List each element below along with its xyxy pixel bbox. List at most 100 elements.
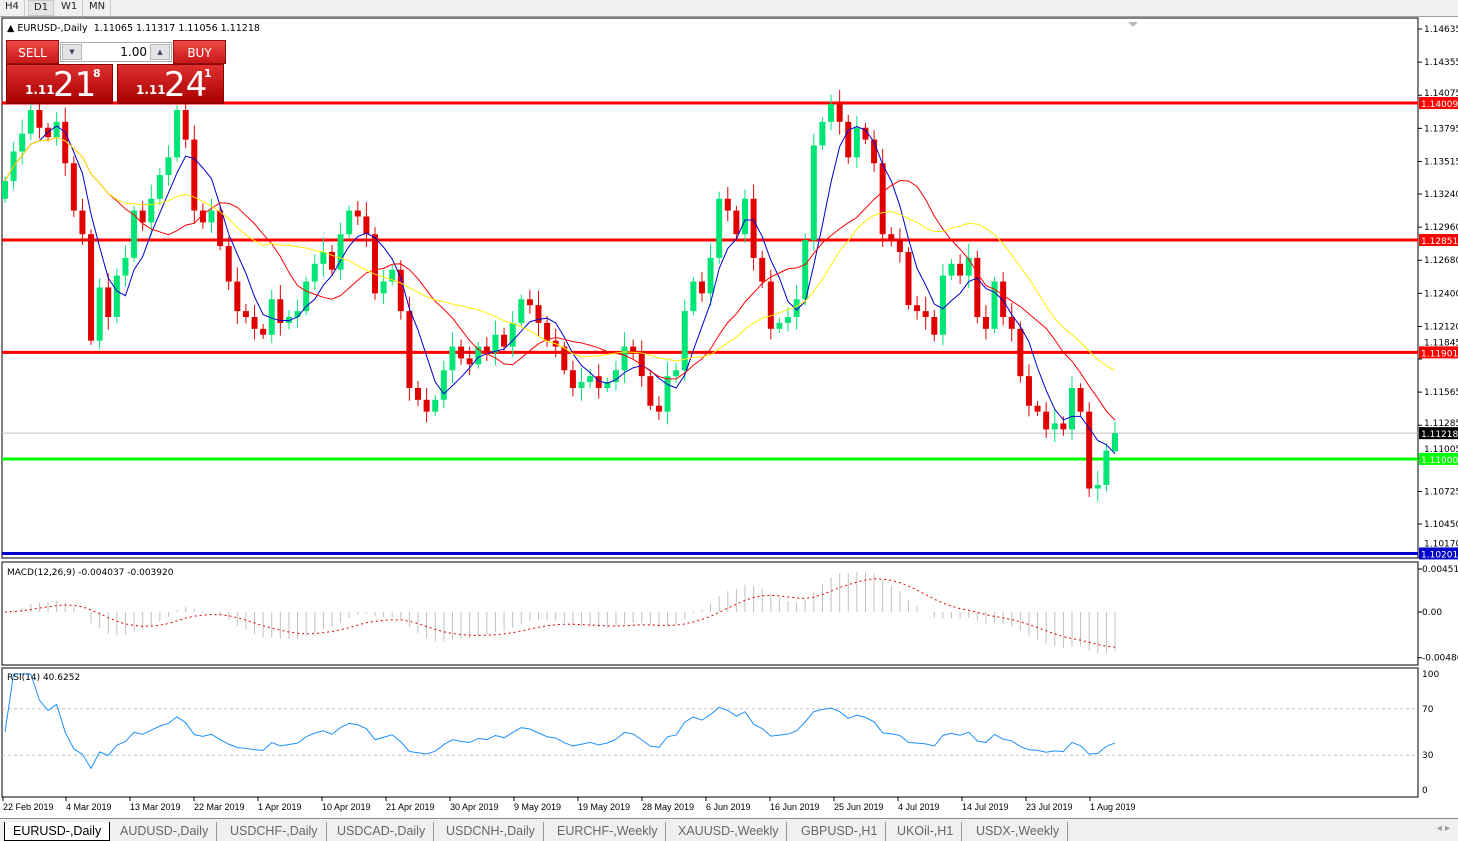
candle-body[interactable] [845, 121, 852, 158]
candle-body[interactable] [199, 210, 206, 223]
candle-body[interactable] [595, 376, 602, 388]
tab-usdchf-daily[interactable]: USDCHF-,Daily [222, 822, 327, 841]
candle-body[interactable] [19, 133, 26, 152]
tab-usdcnh-daily[interactable]: USDCNH-,Daily [438, 822, 544, 841]
candle-body[interactable] [905, 251, 912, 306]
candle-body[interactable] [888, 234, 895, 241]
candle-body[interactable] [277, 299, 284, 323]
candle-body[interactable] [819, 121, 826, 146]
candle-body[interactable] [1043, 411, 1050, 430]
candle-body[interactable] [561, 346, 568, 371]
tab-audusd-daily[interactable]: AUDUSD-,Daily [112, 822, 218, 841]
chart-shift-marker-icon[interactable] [1128, 22, 1138, 27]
candle-body[interactable] [53, 121, 60, 138]
candle-body[interactable] [415, 387, 422, 400]
candle-body[interactable] [1017, 328, 1024, 377]
candle-body[interactable] [70, 163, 77, 211]
candle-body[interactable] [922, 311, 929, 318]
candle-body[interactable] [647, 376, 654, 406]
candle-body[interactable] [896, 240, 903, 252]
tab-usdcad-daily[interactable]: USDCAD-,Daily [329, 822, 435, 841]
candle-body[interactable] [707, 257, 714, 294]
candle-body[interactable] [802, 240, 809, 300]
candle-body[interactable] [664, 376, 671, 412]
candle-body[interactable] [526, 299, 533, 306]
candle-body[interactable] [578, 382, 585, 388]
candle-body[interactable] [698, 281, 705, 294]
candle-body[interactable] [501, 334, 508, 347]
candle-body[interactable] [1008, 317, 1015, 329]
candle-body[interactable] [1103, 450, 1110, 485]
candle-body[interactable] [1094, 484, 1101, 489]
candle-body[interactable] [406, 311, 413, 388]
candle-body[interactable] [105, 287, 112, 318]
candle-body[interactable] [759, 257, 766, 282]
timeframe-w1[interactable]: W1 [56, 0, 84, 16]
candle-body[interactable] [234, 281, 241, 312]
candle-body[interactable] [1025, 376, 1032, 406]
candle-body[interactable] [733, 210, 740, 235]
candle-body[interactable] [354, 210, 361, 217]
candle-body[interactable] [785, 317, 792, 323]
candle-body[interactable] [139, 210, 146, 223]
tab-xauusd-weekly[interactable]: XAUUSD-,Weekly [670, 822, 788, 841]
candle-body[interactable] [810, 145, 817, 241]
candle-body[interactable] [544, 322, 551, 341]
lot-size-input[interactable]: ▼ 1.00 ▲ [60, 42, 172, 62]
candle-body[interactable] [363, 216, 370, 235]
candle-body[interactable] [871, 139, 878, 164]
candle-body[interactable] [440, 370, 447, 400]
candle-body[interactable] [96, 287, 103, 341]
candle-body[interactable] [974, 257, 981, 318]
candle-body[interactable] [122, 257, 129, 276]
candle-body[interactable] [432, 399, 439, 412]
candle-body[interactable] [1086, 411, 1093, 489]
candle-body[interactable] [535, 305, 542, 323]
candle-body[interactable] [630, 346, 637, 353]
candle-body[interactable] [604, 382, 611, 388]
candle-body[interactable] [569, 370, 576, 388]
candle-body[interactable] [182, 110, 189, 140]
candle-body[interactable] [793, 299, 800, 318]
candle-body[interactable] [1051, 423, 1058, 430]
candle-body[interactable] [621, 346, 628, 371]
candle-body[interactable] [587, 376, 594, 383]
candle-body[interactable] [397, 269, 404, 312]
candle-body[interactable] [879, 163, 886, 235]
candle-body[interactable] [328, 251, 335, 270]
buy-button[interactable]: BUY [173, 40, 226, 64]
candle-body[interactable] [828, 104, 835, 122]
candle-body[interactable] [389, 269, 396, 282]
candle-body[interactable] [982, 317, 989, 329]
tab-eurusd-daily[interactable]: EURUSD-,Daily [4, 822, 111, 841]
candle-body[interactable] [776, 322, 783, 329]
candle-body[interactable] [62, 121, 69, 164]
timeframe-mn[interactable]: MN [84, 0, 112, 16]
candle-body[interactable] [655, 405, 662, 412]
candle-body[interactable] [673, 370, 680, 377]
candle-body[interactable] [914, 305, 921, 312]
candle-body[interactable] [260, 328, 267, 335]
candle-body[interactable] [174, 110, 181, 158]
candle-body[interactable] [690, 281, 697, 312]
candle-body[interactable] [466, 358, 473, 365]
candle-body[interactable] [165, 157, 172, 176]
tab-scroll-arrows-icon[interactable]: ◂ ▸ [1436, 823, 1450, 834]
candle-body[interactable] [88, 234, 95, 341]
candle-body[interactable] [27, 110, 34, 134]
candle-body[interactable] [458, 346, 465, 359]
candle-body[interactable] [492, 334, 499, 353]
candle-body[interactable] [957, 263, 964, 276]
candle-body[interactable] [612, 370, 619, 383]
candle-body[interactable] [965, 257, 972, 276]
candle-body[interactable] [518, 299, 525, 323]
candle-body[interactable] [750, 198, 757, 258]
candle-body[interactable] [767, 281, 774, 329]
candle-body[interactable] [311, 263, 318, 282]
tab-usdx-weekly[interactable]: USDX-,Weekly [968, 822, 1069, 841]
candle-body[interactable] [1068, 387, 1075, 430]
buy-price[interactable]: 1.11 24 1 [117, 64, 224, 105]
candle-body[interactable] [217, 210, 224, 247]
candle-body[interactable] [113, 275, 120, 318]
candle-body[interactable] [285, 317, 292, 323]
